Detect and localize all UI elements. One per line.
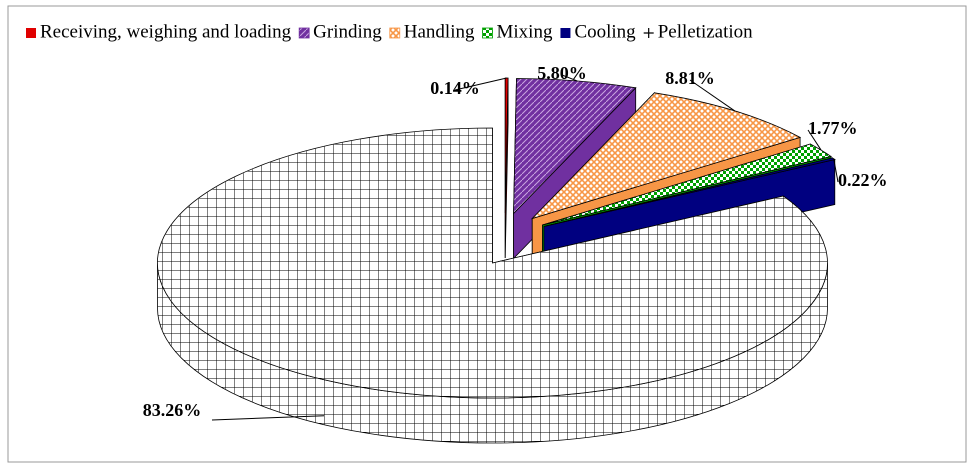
data-label: 8.81% [665, 68, 715, 88]
data-label: 83.26% [143, 400, 202, 420]
legend-marker [560, 28, 570, 38]
legend-marker [299, 28, 309, 38]
legend-marker [26, 28, 36, 38]
legend-label: Receiving, weighing and loading [40, 21, 292, 42]
legend-label: Cooling [574, 21, 636, 42]
legend-label: Handling [404, 21, 475, 42]
data-label: 5.80% [537, 63, 587, 83]
legend-label: Mixing [497, 21, 553, 42]
legend-marker [390, 28, 400, 38]
legend-marker [483, 28, 493, 38]
legend-label: Grinding [313, 21, 382, 42]
data-label: 0.14% [430, 78, 480, 98]
legend-label: Pelletization [658, 21, 753, 42]
data-label: 1.77% [808, 118, 858, 138]
data-label: 0.22% [838, 170, 888, 190]
